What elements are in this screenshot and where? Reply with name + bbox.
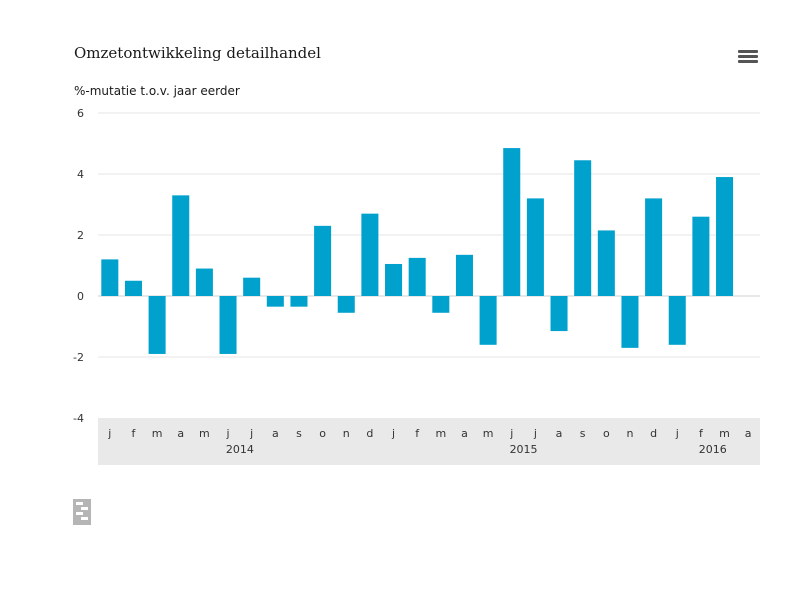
bar — [408, 257, 426, 296]
y-tick-label: 6 — [77, 107, 84, 120]
bar — [479, 296, 497, 345]
x-tick-label: s — [580, 427, 586, 440]
x-tick-label: j — [107, 427, 111, 440]
x-tick-label: o — [319, 427, 326, 440]
y-tick-label: 2 — [77, 229, 84, 242]
x-tick-label: m — [719, 427, 730, 440]
year-label: 2016 — [699, 443, 727, 456]
x-tick-label: a — [745, 427, 752, 440]
bar — [195, 268, 213, 296]
x-tick-label: m — [435, 427, 446, 440]
bar — [124, 280, 142, 296]
x-axis-band — [98, 418, 760, 465]
x-tick-label: j — [533, 427, 537, 440]
bar — [148, 296, 166, 354]
bar — [172, 195, 190, 296]
x-tick-label: a — [556, 427, 563, 440]
x-tick-label: j — [675, 427, 679, 440]
bar — [290, 296, 308, 307]
x-tick-label: j — [226, 427, 230, 440]
bar — [503, 148, 521, 296]
x-tick-label: f — [132, 427, 137, 440]
y-tick-label: 4 — [77, 168, 84, 181]
bar — [645, 198, 663, 296]
x-tick-label: m — [483, 427, 494, 440]
chart-title: Omzetontwikkeling detailhandel — [74, 44, 321, 62]
bar — [432, 296, 450, 313]
y-tick-label: -4 — [73, 412, 84, 425]
bar — [455, 254, 473, 296]
bar — [574, 160, 592, 296]
bar — [101, 259, 119, 296]
x-tick-label: a — [177, 427, 184, 440]
x-tick-label: j — [249, 427, 253, 440]
x-tick-label: j — [391, 427, 395, 440]
y-tick-label: 0 — [77, 290, 84, 303]
x-tick-label: n — [343, 427, 350, 440]
y-tick-label: -2 — [73, 351, 84, 364]
bar — [668, 296, 686, 345]
x-tick-label: d — [650, 427, 657, 440]
bar — [597, 230, 615, 296]
year-label: 2015 — [510, 443, 538, 456]
bar — [219, 296, 237, 354]
bar — [266, 296, 284, 307]
hamburger-menu-icon[interactable] — [738, 50, 758, 66]
bar — [526, 198, 544, 296]
bar — [385, 263, 403, 296]
x-tick-label: f — [415, 427, 420, 440]
x-tick-label: j — [509, 427, 513, 440]
x-tick-label: d — [366, 427, 373, 440]
bar — [692, 216, 710, 296]
x-tick-label: m — [152, 427, 163, 440]
bar — [550, 296, 568, 332]
x-tick-label: o — [603, 427, 610, 440]
bar — [243, 277, 261, 296]
x-tick-label: a — [461, 427, 468, 440]
bar — [337, 296, 355, 313]
x-tick-label: f — [699, 427, 704, 440]
x-tick-label: a — [272, 427, 279, 440]
bar — [361, 213, 379, 296]
x-tick-label: m — [199, 427, 210, 440]
bar — [716, 177, 734, 296]
x-tick-label: n — [626, 427, 633, 440]
year-label: 2014 — [226, 443, 254, 456]
bar — [314, 225, 332, 296]
bar — [621, 296, 639, 348]
x-tick-label: s — [296, 427, 302, 440]
cbs-logo-icon — [73, 499, 91, 525]
y-axis-label: %-mutatie t.o.v. jaar eerder — [74, 84, 240, 98]
